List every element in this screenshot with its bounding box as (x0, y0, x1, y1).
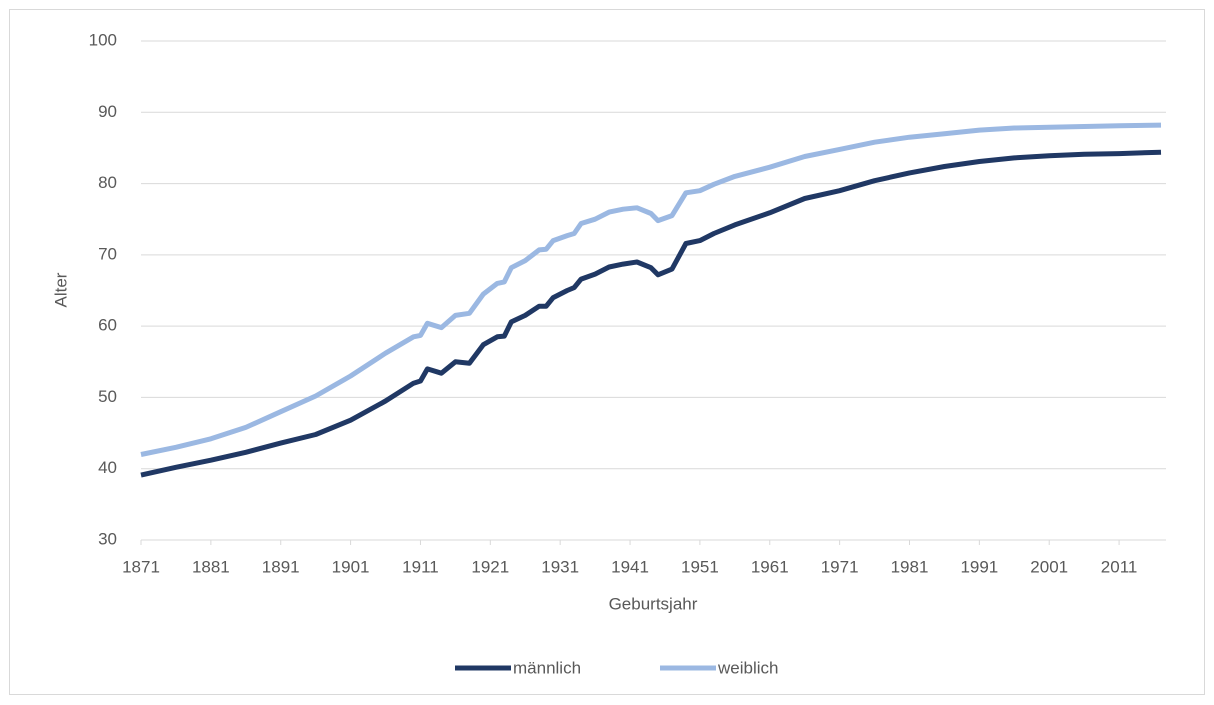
line-series (140, 149, 1162, 478)
chart-border (9, 9, 1205, 695)
y-tick-label: 50 (98, 387, 117, 406)
legend-label: weiblich (717, 658, 778, 677)
x-tick-label: 1981 (891, 557, 929, 576)
y-tick-label: 80 (98, 173, 117, 192)
y-tick-label: 30 (98, 529, 117, 548)
x-tick-label: 1931 (541, 557, 579, 576)
x-tick-label: 1901 (332, 557, 370, 576)
legend-label: männlich (513, 658, 581, 677)
y-axis-title: Alter (51, 272, 70, 307)
y-tick-label: 90 (98, 102, 117, 121)
x-tick-label: 1971 (821, 557, 859, 576)
x-tick-label: 1921 (471, 557, 509, 576)
y-tick-label: 100 (89, 30, 117, 49)
x-tick-label: 1911 (402, 557, 439, 576)
y-tick-label: 70 (98, 244, 117, 263)
y-tick-label: 40 (98, 458, 117, 477)
x-tick-label: 2001 (1030, 557, 1068, 576)
x-tick-label: 1951 (681, 557, 719, 576)
x-tick-label: 1871 (122, 557, 160, 576)
x-tick-label: 1881 (192, 557, 230, 576)
line-series (140, 122, 1162, 457)
x-tick-label: 1941 (611, 557, 649, 576)
x-axis-title: Geburtsjahr (609, 594, 698, 613)
x-tick-label: 1961 (751, 557, 789, 576)
x-tick-label: 1891 (262, 557, 300, 576)
x-tick-label: 1991 (960, 557, 998, 576)
y-tick-label: 60 (98, 316, 117, 335)
x-tick-label: 2011 (1101, 557, 1138, 576)
